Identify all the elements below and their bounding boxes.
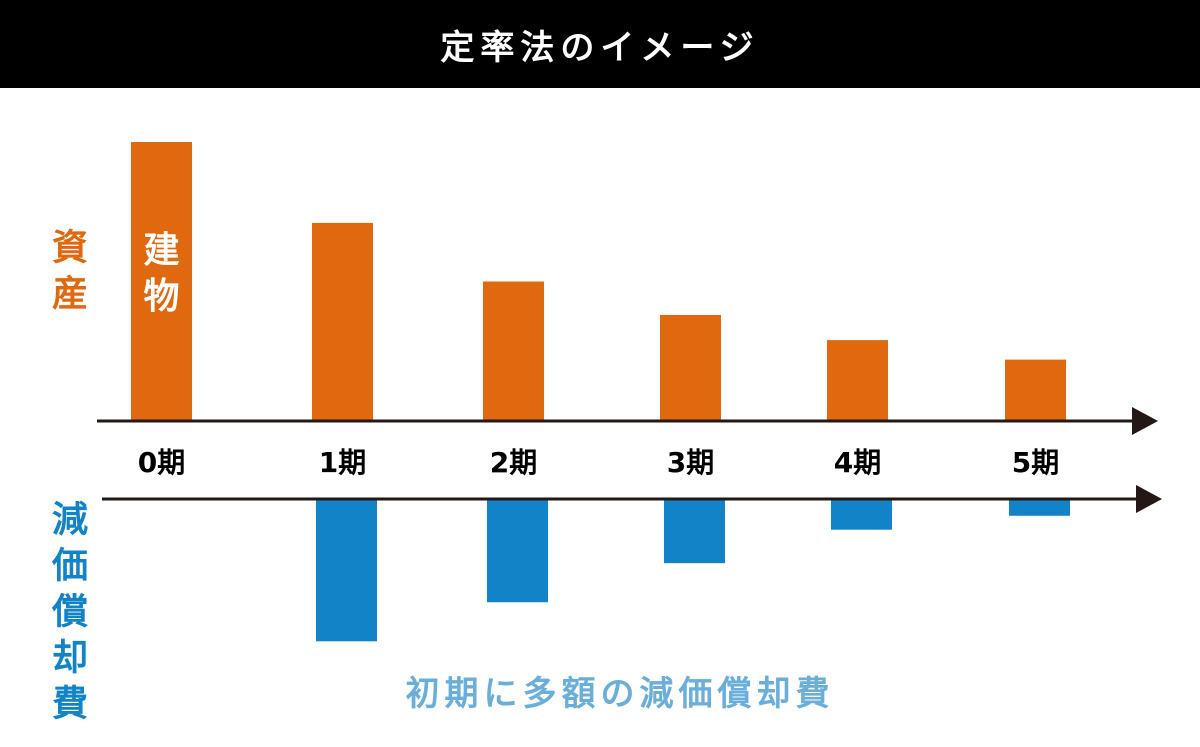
category-label: 5期 (1012, 446, 1059, 479)
category-label: 4期 (834, 446, 881, 479)
category-label: 3期 (667, 446, 714, 479)
chart-title: 定率法のイメージ (440, 27, 760, 68)
asset-bar (1005, 359, 1066, 421)
depreciation-bar (831, 499, 892, 530)
asset-axis-label: 資産 (46, 228, 87, 320)
depreciation-bar (316, 499, 377, 642)
bar-label: 物 (143, 276, 179, 317)
axis-arrow-icon (1136, 485, 1162, 513)
category-label: 1期 (319, 446, 366, 479)
asset-bar (660, 314, 721, 421)
depreciation-axis-label: 減価償却費 (46, 500, 87, 730)
depreciation-bar (1009, 499, 1070, 516)
depreciation-bar (664, 499, 725, 564)
category-label: 0期 (138, 446, 185, 479)
bar-label: 建 (143, 230, 179, 271)
depreciation-bar (487, 499, 548, 603)
chart-annotation: 初期に多額の減価償却費 (405, 674, 835, 714)
asset-bar (312, 222, 373, 421)
title-bar: 定率法のイメージ (0, 0, 1200, 88)
asset-bar (483, 281, 544, 421)
asset-bar (131, 142, 192, 421)
asset-bar (827, 340, 888, 421)
category-label: 2期 (490, 446, 537, 479)
axis-arrow-icon (1132, 407, 1158, 435)
